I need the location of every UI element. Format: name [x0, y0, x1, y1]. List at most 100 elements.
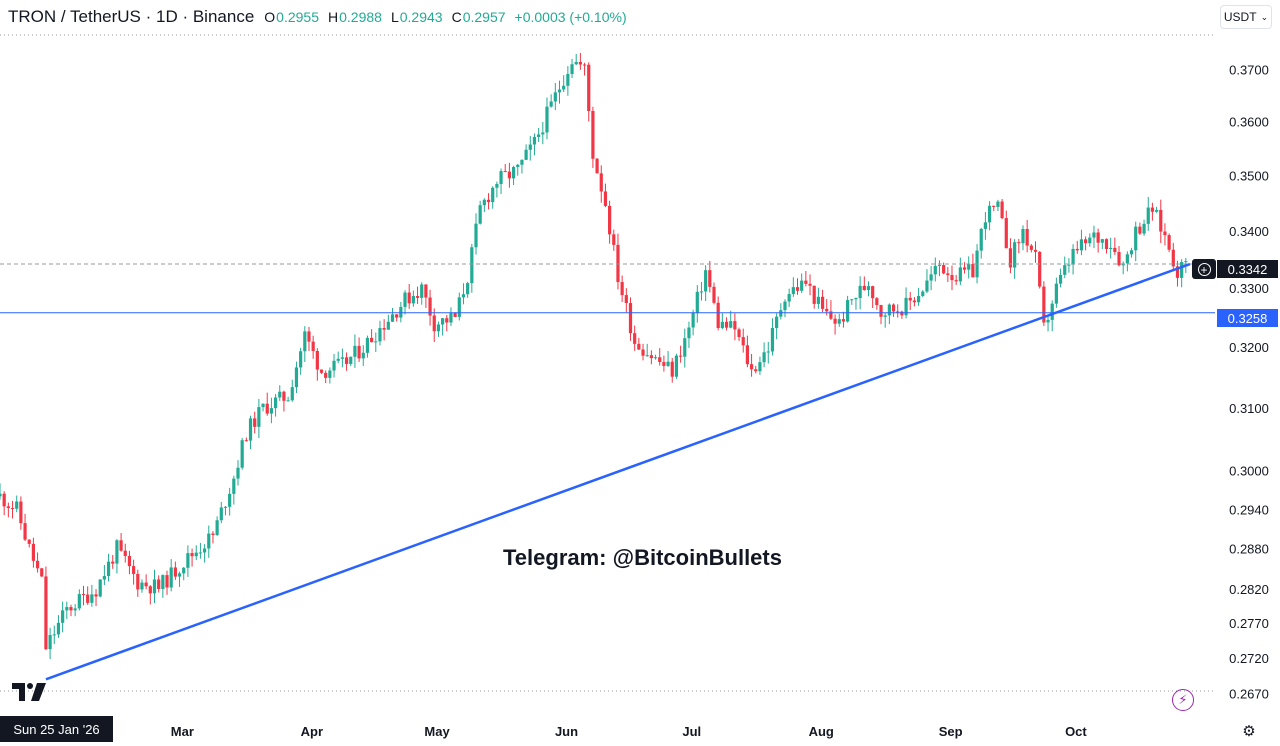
- candle: [2, 491, 6, 516]
- candle: [1096, 228, 1100, 253]
- candle: [645, 343, 649, 357]
- gear-icon[interactable]: ⚙: [1242, 723, 1256, 740]
- close-key: C: [451, 9, 462, 25]
- candle: [766, 341, 770, 364]
- candle: [353, 334, 357, 368]
- candle: [282, 390, 286, 412]
- tradingview-logo-icon[interactable]: [12, 683, 46, 701]
- ascending-trendline[interactable]: [45, 262, 1191, 681]
- candle: [879, 304, 883, 325]
- date-tick-label: Jul: [682, 724, 701, 739]
- candle: [182, 566, 186, 581]
- candle: [1042, 281, 1046, 326]
- candle: [979, 227, 983, 259]
- candle: [198, 542, 203, 559]
- low-value: 0.2943: [399, 9, 443, 25]
- candle: [215, 516, 219, 536]
- candle: [524, 144, 528, 161]
- candle: [445, 314, 449, 332]
- price-tick-label: 0.2820: [1229, 582, 1269, 597]
- last-price-badge: 0.3342: [1217, 260, 1278, 278]
- candle: [186, 545, 190, 577]
- crosshair-date-badge: Sun 25 Jan '26: [0, 716, 113, 742]
- candle: [349, 356, 353, 367]
- candle: [407, 284, 411, 309]
- candle: [495, 181, 499, 198]
- candle: [1171, 242, 1175, 271]
- currency-button[interactable]: USDT ⌄: [1220, 5, 1272, 29]
- candle: [846, 295, 850, 323]
- price-tick-label: 0.2770: [1229, 616, 1269, 631]
- candle: [6, 502, 10, 518]
- candle: [403, 290, 407, 315]
- candle: [737, 327, 741, 341]
- candle: [758, 356, 762, 375]
- candle: [223, 505, 228, 516]
- candle: [157, 575, 161, 593]
- ohlc-values: O0.2955 H0.2988 L0.2943 C0.2957 +0.0003 …: [264, 9, 626, 25]
- candle: [303, 326, 307, 362]
- candle: [119, 533, 123, 552]
- candle: [687, 321, 691, 349]
- candle: [253, 411, 257, 434]
- open-key: O: [264, 9, 276, 25]
- candle: [244, 437, 248, 442]
- candle: [741, 328, 745, 353]
- low-key: L: [390, 9, 399, 25]
- candle: [916, 287, 921, 306]
- candle: [608, 200, 612, 244]
- candle: [912, 297, 917, 307]
- candle: [549, 94, 553, 108]
- candle: [411, 290, 415, 307]
- candle: [424, 284, 428, 308]
- candle: [1050, 300, 1054, 332]
- candle: [933, 257, 937, 282]
- price-tick-label: 0.3300: [1229, 281, 1269, 296]
- flash-icon[interactable]: ⚡: [1172, 689, 1194, 711]
- candle: [457, 292, 461, 321]
- candle: [461, 283, 466, 305]
- candle: [808, 274, 812, 296]
- candle: [891, 303, 896, 317]
- candle: [996, 199, 1000, 212]
- candle: [599, 165, 603, 203]
- candle: [90, 584, 94, 607]
- candle: [1100, 238, 1104, 249]
- candle: [390, 307, 395, 322]
- candle: [161, 574, 165, 598]
- candle: [1142, 219, 1146, 236]
- symbol-title[interactable]: TRON / TetherUS · 1D · Binance: [8, 7, 255, 26]
- candle: [616, 233, 620, 290]
- candle: [662, 355, 666, 372]
- candle: [942, 262, 946, 275]
- candle: [127, 550, 132, 575]
- candle: [829, 300, 833, 320]
- candle: [35, 552, 40, 573]
- horizontal-line-price-badge: 0.3258: [1217, 309, 1278, 327]
- candle: [440, 318, 445, 336]
- candle: [1117, 246, 1121, 267]
- candle: [921, 290, 925, 298]
- price-tick-label: 0.3700: [1229, 62, 1269, 77]
- add-alert-button[interactable]: +: [1192, 259, 1216, 279]
- candle: [378, 320, 382, 346]
- candle: [528, 135, 532, 161]
- candle: [228, 487, 232, 516]
- candle: [691, 309, 695, 336]
- candle: [745, 335, 750, 368]
- candle: [132, 559, 136, 585]
- candle: [486, 193, 491, 210]
- candle: [816, 287, 820, 309]
- candle: [1163, 223, 1167, 246]
- candle: [102, 564, 106, 586]
- candle: [491, 186, 495, 209]
- candle: [1004, 210, 1008, 249]
- candle: [395, 314, 399, 322]
- candle: [466, 281, 470, 298]
- candle: [587, 62, 591, 122]
- candle: [257, 398, 261, 439]
- candle: [511, 165, 516, 185]
- candle: [862, 276, 866, 291]
- high-value: 0.2988: [339, 9, 382, 25]
